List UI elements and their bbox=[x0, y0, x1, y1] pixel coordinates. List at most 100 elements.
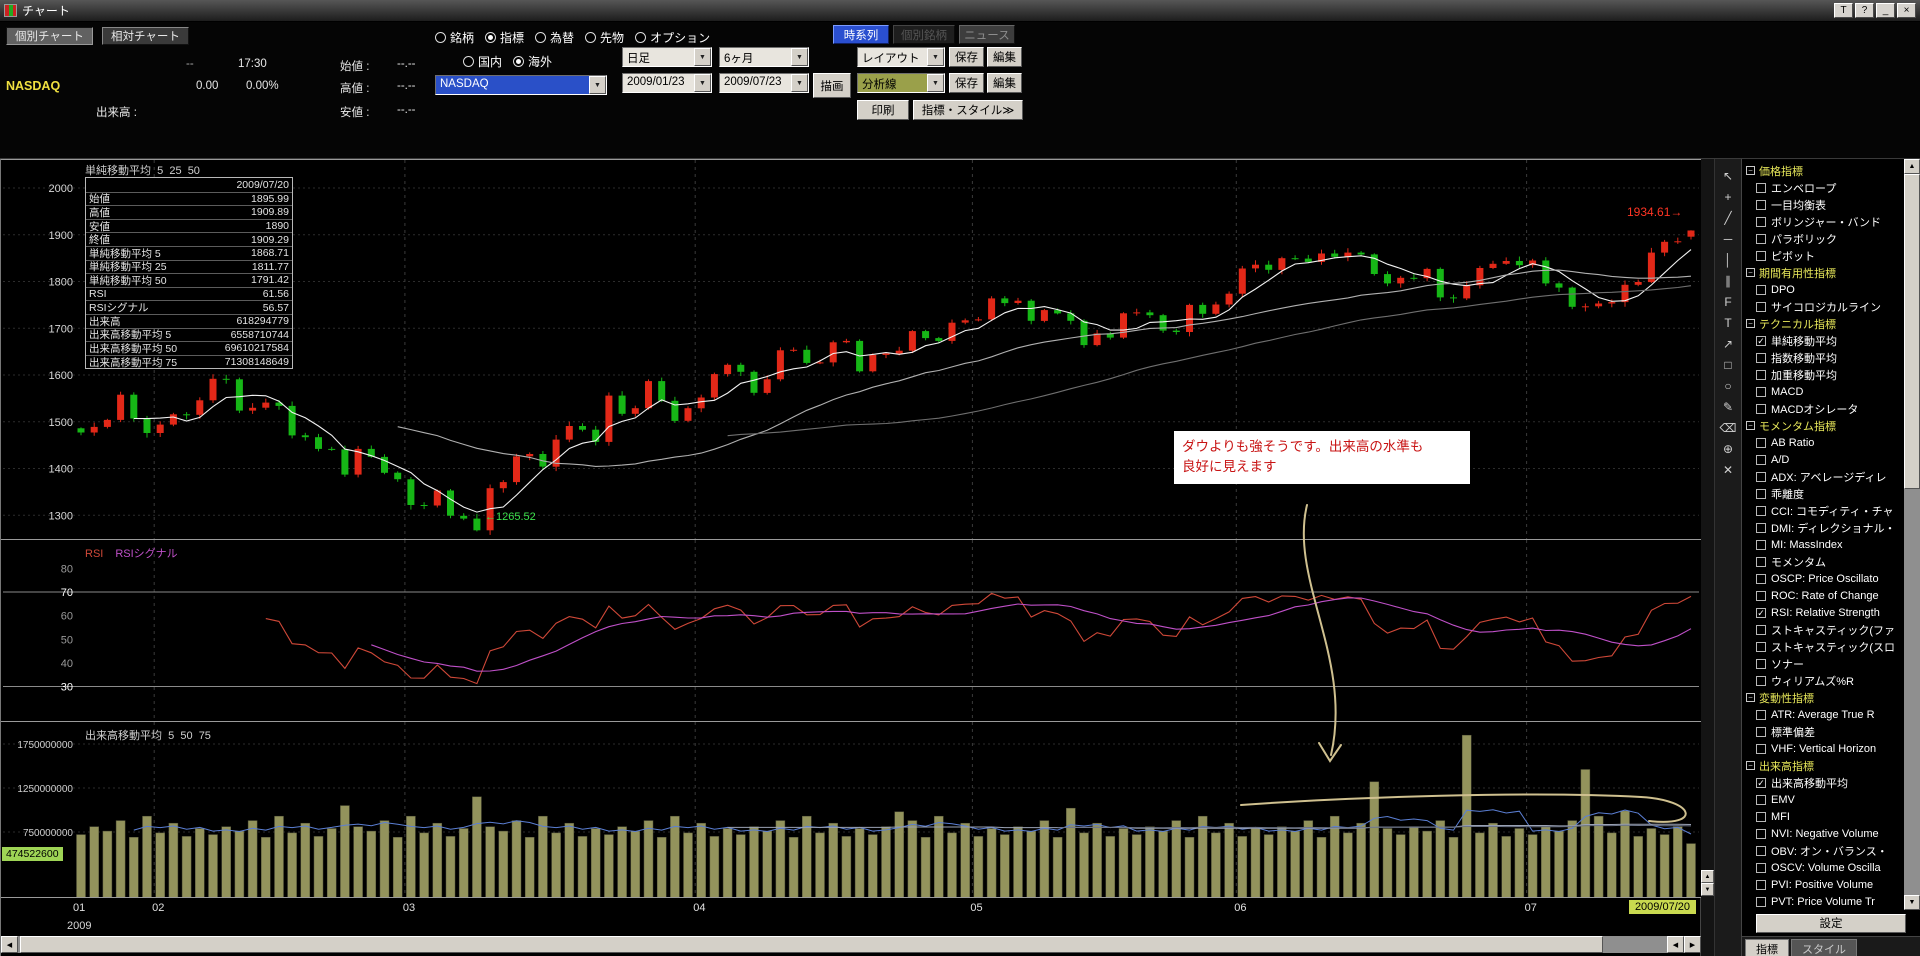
checkbox-icon[interactable] bbox=[1756, 454, 1766, 465]
checkbox-icon[interactable] bbox=[1756, 199, 1766, 210]
analysis-line-select[interactable]: 分析線 ▼ bbox=[857, 73, 945, 93]
checkbox-icon[interactable] bbox=[1756, 641, 1766, 652]
collapse-icon[interactable]: − bbox=[1746, 761, 1755, 770]
checkbox-icon[interactable] bbox=[1756, 216, 1766, 227]
period-select[interactable]: 日足 ▼ bbox=[622, 47, 712, 67]
indicator-checkbox-item[interactable]: A/D bbox=[1744, 451, 1902, 468]
annotation-note[interactable]: ダウよりも強そうです。出来高の水準も 良好に見えます bbox=[1174, 431, 1470, 484]
span-select[interactable]: 6ヶ月 ▼ bbox=[719, 47, 809, 67]
tab-style[interactable]: スタイル bbox=[1791, 939, 1857, 956]
checkbox-icon[interactable] bbox=[1756, 879, 1766, 890]
indicator-checkbox-item[interactable]: 乖離度 bbox=[1744, 485, 1902, 502]
text-tool-icon[interactable]: T bbox=[1724, 315, 1732, 330]
checkbox-icon[interactable] bbox=[1756, 488, 1766, 499]
print-button[interactable]: 印刷 bbox=[857, 100, 909, 120]
indicator-checkbox-item[interactable]: 一目均衡表 bbox=[1744, 196, 1902, 213]
layout-select[interactable]: レイアウト ▼ bbox=[857, 47, 945, 67]
collapse-icon[interactable]: − bbox=[1746, 166, 1755, 175]
checkbox-icon[interactable] bbox=[1756, 573, 1766, 584]
symbol-select[interactable]: NASDAQ ▼ bbox=[435, 75, 607, 95]
indicator-checkbox-item[interactable]: ウィリアムズ%R bbox=[1744, 672, 1902, 689]
indicator-checkbox-item[interactable]: NVI: Negative Volume bbox=[1744, 825, 1902, 842]
date-from-select[interactable]: 2009/01/23 ▼ bbox=[622, 73, 712, 93]
dropdown-arrow-icon[interactable]: ▼ bbox=[694, 74, 711, 92]
relative-chart-button[interactable]: 相対チャート bbox=[102, 27, 189, 45]
indicator-checkbox-item[interactable]: MI: MassIndex bbox=[1744, 536, 1902, 553]
indicator-checkbox-item[interactable]: PVI: Positive Volume bbox=[1744, 876, 1902, 893]
radio-icon[interactable] bbox=[485, 32, 497, 43]
scroll-down-icon[interactable]: ▼ bbox=[1904, 895, 1920, 910]
radio-icon[interactable] bbox=[635, 32, 647, 43]
checkbox-icon[interactable] bbox=[1756, 403, 1766, 414]
radio-option[interactable]: オプション bbox=[635, 29, 710, 46]
indicator-checkbox-item[interactable]: エンベロープ bbox=[1744, 179, 1902, 196]
indicator-group-header[interactable]: − テクニカル指標 bbox=[1744, 315, 1902, 332]
indicator-checkbox-item[interactable]: ストキャスティック(ファ bbox=[1744, 621, 1902, 638]
checkbox-icon[interactable] bbox=[1756, 896, 1766, 907]
pin-button[interactable]: T bbox=[1834, 3, 1853, 18]
timeseries-button[interactable]: 時系列 bbox=[833, 25, 889, 44]
settings-button[interactable]: 設定 bbox=[1756, 913, 1906, 933]
indicator-checkbox-item[interactable]: AB Ratio bbox=[1744, 434, 1902, 451]
indicator-checkbox-item[interactable]: DPO bbox=[1744, 281, 1902, 298]
collapse-icon[interactable]: − bbox=[1746, 421, 1755, 430]
indicator-checkbox-item[interactable]: サイコロジカルライン bbox=[1744, 298, 1902, 315]
fibonacci-tool-icon[interactable]: F bbox=[1724, 294, 1732, 309]
checkbox-icon[interactable]: ✓ bbox=[1756, 777, 1766, 788]
date-to-select[interactable]: 2009/07/23 ▼ bbox=[719, 73, 809, 93]
scrollbar-thumb[interactable] bbox=[20, 936, 1604, 953]
indicator-group-header[interactable]: − 期間有用性指標 bbox=[1744, 264, 1902, 281]
checkbox-icon[interactable] bbox=[1756, 352, 1766, 363]
checkbox-icon[interactable] bbox=[1756, 726, 1766, 737]
checkbox-icon[interactable] bbox=[1756, 233, 1766, 244]
radio-fx[interactable]: 為替 bbox=[535, 29, 574, 46]
indicator-checkbox-item[interactable]: DMI: ディレクショナル・ bbox=[1744, 519, 1902, 536]
indicator-group-header[interactable]: − 価格指標 bbox=[1744, 162, 1902, 179]
indicator-checkbox-item[interactable]: 指数移動平均 bbox=[1744, 349, 1902, 366]
analysis-save-button[interactable]: 保存 bbox=[949, 73, 984, 93]
eraser-tool-icon[interactable]: ⌫ bbox=[1719, 420, 1737, 435]
checkbox-icon[interactable] bbox=[1756, 182, 1766, 193]
dropdown-arrow-icon[interactable]: ▼ bbox=[927, 74, 944, 92]
dropdown-arrow-icon[interactable]: ▼ bbox=[791, 74, 808, 92]
indicator-checkbox-item[interactable]: MACDオシレータ bbox=[1744, 400, 1902, 417]
indicator-checkbox-item[interactable]: ボリンジャー・バンド bbox=[1744, 213, 1902, 230]
individual-chart-button[interactable]: 個別チャート bbox=[6, 27, 93, 45]
indicator-checkbox-item[interactable]: ストキャスティック(スロ bbox=[1744, 638, 1902, 655]
scroll-left-icon[interactable]: ◀ bbox=[1667, 936, 1684, 953]
indicator-checkbox-item[interactable]: MFI bbox=[1744, 808, 1902, 825]
indicator-checkbox-item[interactable]: ✓ 出来高移動平均 bbox=[1756, 777, 1848, 790]
checkbox-icon[interactable] bbox=[1756, 539, 1766, 550]
radio-icon[interactable] bbox=[463, 56, 474, 67]
arrow-tool-icon[interactable]: ↗ bbox=[1722, 336, 1734, 351]
checkbox-icon[interactable] bbox=[1756, 828, 1766, 839]
radio-icon[interactable] bbox=[585, 32, 597, 43]
scrollbar-track[interactable] bbox=[1904, 489, 1920, 895]
radio-futures[interactable]: 先物 bbox=[585, 29, 624, 46]
scrollbar-track[interactable] bbox=[18, 936, 1667, 953]
collapse-icon[interactable]: − bbox=[1746, 693, 1755, 702]
checkbox-icon[interactable]: ✓ bbox=[1756, 335, 1766, 346]
indicator-checkbox-item[interactable]: OBV: オン・バランス・ bbox=[1744, 842, 1902, 859]
radio-icon[interactable] bbox=[513, 56, 525, 67]
indicator-checkbox-item[interactable]: ✓ RSI: Relative Strength bbox=[1756, 606, 1880, 619]
trendline-tool-icon[interactable]: ╱ bbox=[1724, 210, 1732, 225]
indicator-checkbox-item[interactable]: ✓ 単純移動平均 bbox=[1756, 335, 1837, 348]
vertical-line-tool-icon[interactable]: │ bbox=[1724, 252, 1732, 267]
checkbox-icon[interactable] bbox=[1756, 743, 1766, 754]
scroll-right-icon[interactable]: ▶ bbox=[1684, 936, 1701, 953]
checkbox-icon[interactable]: ✓ bbox=[1756, 607, 1766, 618]
indicator-checkbox-item[interactable]: MACD bbox=[1744, 383, 1902, 400]
tab-indicators[interactable]: 指標 bbox=[1745, 939, 1789, 956]
indicator-checkbox-item[interactable]: モメンタム bbox=[1744, 553, 1902, 570]
indicator-checkbox-item[interactable]: ATR: Average True R bbox=[1744, 706, 1902, 723]
checkbox-icon[interactable] bbox=[1756, 675, 1766, 686]
horizontal-scrollbar[interactable]: ◀ ◀ ▶ bbox=[1, 936, 1701, 953]
indicator-checkbox-item[interactable]: 加重移動平均 bbox=[1744, 366, 1902, 383]
minimize-button[interactable]: _ bbox=[1876, 3, 1895, 18]
indicator-checkbox-item[interactable]: CCI: コモディティ・チャ bbox=[1744, 502, 1902, 519]
radio-icon[interactable] bbox=[535, 32, 547, 43]
radio-icon[interactable] bbox=[435, 32, 446, 43]
ellipse-tool-icon[interactable]: ○ bbox=[1724, 378, 1732, 393]
radio-domestic[interactable]: 国内 bbox=[463, 53, 502, 70]
